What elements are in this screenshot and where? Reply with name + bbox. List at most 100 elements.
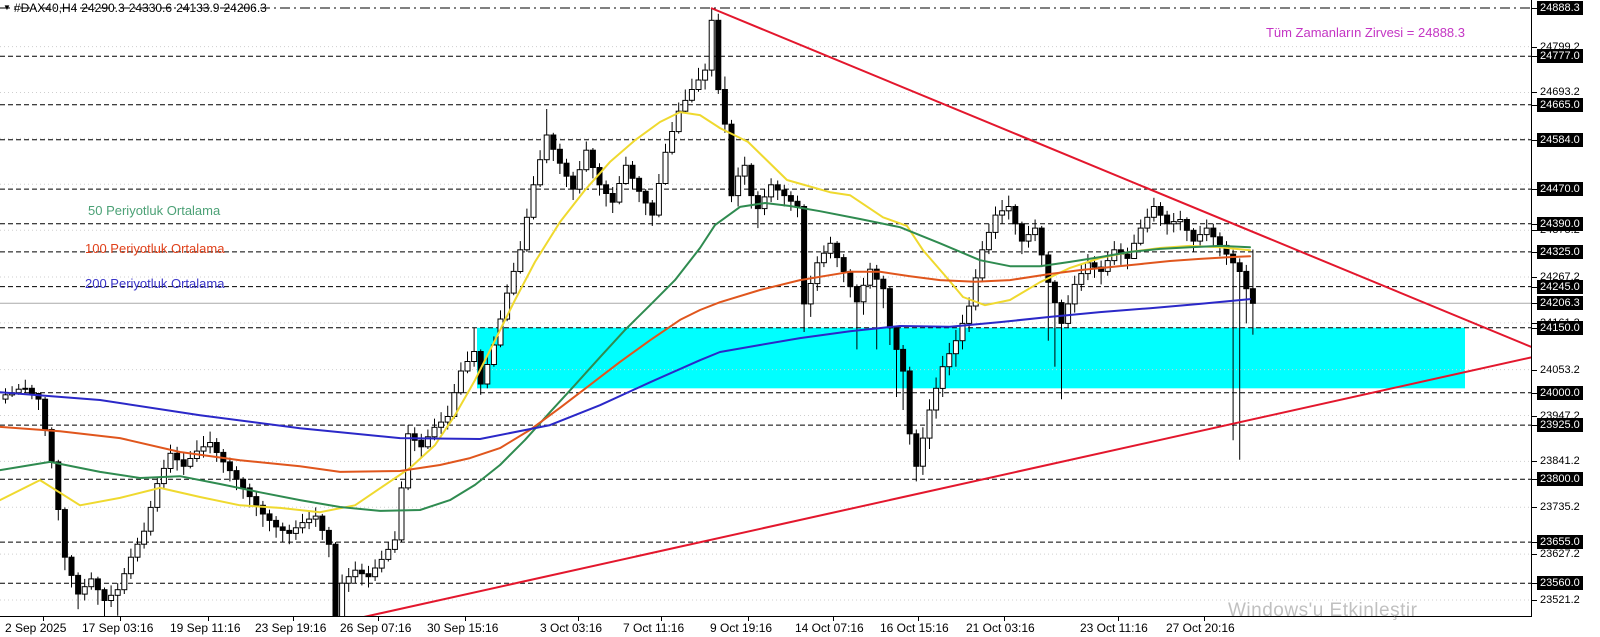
candle [563, 158, 570, 187]
candle [1045, 251, 1052, 341]
time-axis-label: 2 Sep 2025 [5, 621, 67, 635]
ma50-label: 50 Periyotluk Ortalama [88, 203, 221, 218]
ohlc-close: 24206.3 [223, 1, 267, 15]
price-axis-tick [1532, 583, 1537, 584]
time-axis-tick [378, 617, 379, 621]
candle [530, 176, 537, 220]
time-axis-tick [578, 617, 579, 621]
candle [75, 572, 82, 610]
candle [1098, 260, 1105, 285]
candle [405, 425, 412, 491]
time-axis-tick [748, 617, 749, 621]
candle [1150, 197, 1157, 222]
price-axis-tick [1532, 507, 1537, 508]
price-axis-tick [1532, 323, 1537, 324]
time-axis-label: 17 Sep 03:16 [82, 621, 154, 635]
candle [1243, 264, 1250, 324]
candle [603, 180, 610, 207]
candle [662, 143, 669, 185]
ma200-label: 200 Periyotluk Ortalama [85, 276, 225, 291]
candle [1005, 195, 1012, 220]
candle [61, 507, 68, 571]
chart-svg [0, 0, 1532, 617]
candle [774, 180, 781, 200]
candle [622, 156, 629, 185]
candle [81, 578, 88, 601]
candle [1177, 210, 1184, 231]
candle [768, 178, 775, 203]
candle [1223, 241, 1230, 265]
candle [1025, 225, 1032, 248]
candle [1249, 249, 1256, 335]
candle [655, 174, 662, 218]
candle [517, 241, 524, 274]
trendline-descending-resistance[interactable] [710, 7, 1532, 349]
candle [1197, 225, 1204, 246]
candle [926, 399, 933, 449]
candle [180, 453, 187, 475]
candle [966, 297, 973, 332]
candle [616, 176, 623, 205]
time-axis-tick [293, 617, 294, 621]
candle [1183, 217, 1190, 242]
candle [543, 109, 550, 164]
candle [457, 362, 464, 395]
candle [933, 377, 940, 419]
candle [893, 325, 900, 397]
price-axis-tick [1532, 189, 1537, 190]
time-axis-label: 30 Sep 15:16 [427, 621, 499, 635]
candle [649, 200, 656, 226]
candle [992, 206, 999, 239]
candle [121, 568, 128, 594]
price-axis-tick [1532, 8, 1537, 9]
supply-zone-rect[interactable] [477, 327, 1465, 389]
candle [741, 156, 748, 185]
candle [88, 572, 95, 590]
candle [273, 516, 280, 538]
candle [867, 262, 874, 289]
candle [2, 388, 9, 404]
price-level-badge: 24777.0 [1537, 49, 1583, 63]
candle [319, 513, 326, 540]
candle [266, 509, 273, 532]
candle [959, 314, 966, 350]
candle [583, 141, 590, 172]
time-axis[interactable]: 2 Sep 2025 17 Sep 03:16 19 Sep 11:16 23 Sep… [0, 617, 1600, 637]
price-axis-tick [1532, 92, 1537, 93]
support-resistance-levels[interactable] [0, 55, 1532, 584]
candle [952, 329, 959, 367]
candle [147, 500, 154, 536]
trendline-ascending-support[interactable] [331, 356, 1532, 617]
candle [233, 466, 240, 491]
candle [484, 355, 491, 389]
price-axis-tick [1532, 554, 1537, 555]
time-axis-label: 9 Oct 19:16 [710, 621, 773, 635]
price-axis-tick [1532, 393, 1537, 394]
price-axis-tick [1532, 47, 1537, 48]
candle [596, 163, 603, 196]
price-axis[interactable]: 24799.224693.224375.224267.224161.224053… [1532, 0, 1600, 617]
candle [200, 436, 207, 458]
price-axis-tick [1532, 370, 1537, 371]
candle [873, 264, 880, 350]
candle [913, 429, 920, 482]
candle [860, 277, 867, 315]
candle [939, 355, 946, 397]
symbol-dropdown-icon[interactable]: ▼ [3, 3, 11, 12]
chart-canvas[interactable]: ▼ #DAX40,H4 24290.3 24330.6 24133.9 24206.3 5… [0, 0, 1532, 617]
candle [345, 568, 352, 592]
price-level-badge: 24888.3 [1537, 1, 1583, 15]
candle [1137, 219, 1144, 246]
price-level-badge: 24470.0 [1537, 182, 1583, 196]
time-axis-label: 23 Sep 19:16 [255, 621, 327, 635]
time-axis-label: 27 Oct 20:16 [1166, 621, 1235, 635]
price-axis-tick [1532, 277, 1537, 278]
candle [431, 418, 438, 441]
candle [299, 513, 306, 534]
time-axis-tick [661, 617, 662, 621]
price-axis-label: 23735.2 [1540, 501, 1580, 513]
candle [246, 483, 253, 508]
candle [358, 563, 365, 586]
price-level-badge: 24000.0 [1537, 386, 1583, 400]
candle [28, 384, 35, 400]
